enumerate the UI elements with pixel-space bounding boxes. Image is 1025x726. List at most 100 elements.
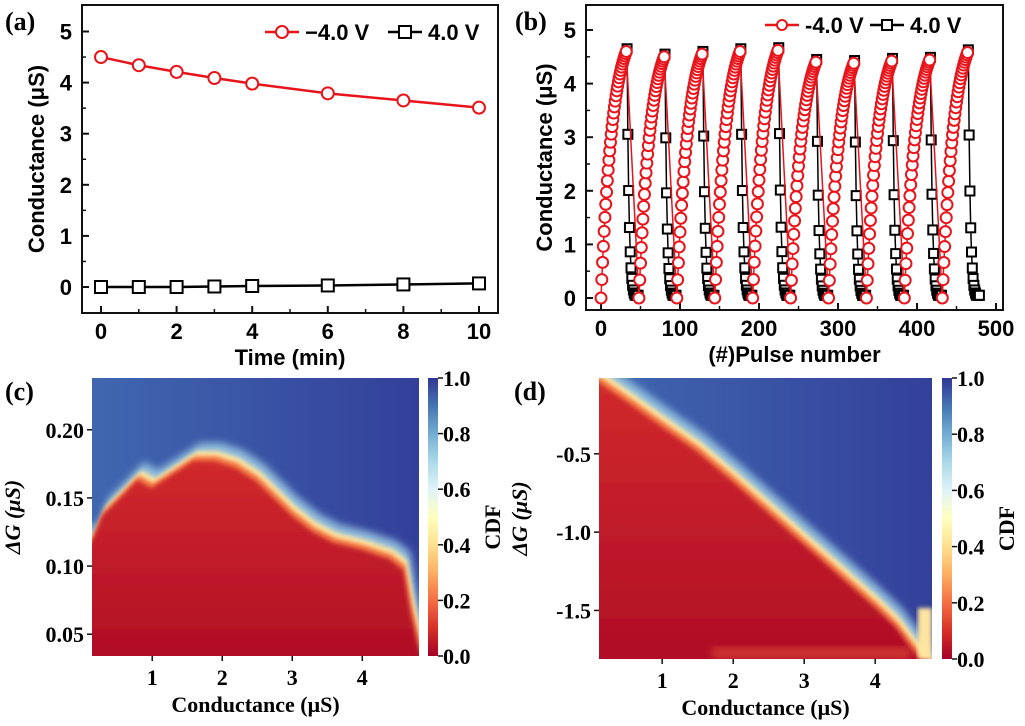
data-point-square (852, 248, 864, 260)
colorbar (942, 378, 952, 659)
data-point-square (925, 134, 937, 146)
data-point-square (660, 132, 672, 144)
data-point-circle (787, 227, 801, 241)
x-tick-label: 200 (741, 316, 778, 341)
y-tick-label: 2 (60, 173, 72, 198)
data-point-square (813, 225, 825, 237)
data-point-circle (747, 255, 761, 269)
data-point-square (849, 136, 861, 148)
data-point-square (131, 280, 146, 294)
data-point-circle (169, 64, 184, 79)
data-point-circle (902, 201, 916, 215)
data-point-square (736, 128, 748, 140)
data-point-circle (635, 226, 649, 240)
data-point-circle (751, 185, 765, 199)
x-tick-label: 100 (662, 316, 699, 341)
data-point-circle (899, 257, 913, 271)
x-tick-label: 1 (147, 665, 158, 690)
data-point-circle (752, 173, 766, 187)
heatmap-corner (917, 608, 932, 659)
y-tick-label: 1 (60, 224, 72, 249)
data-point-circle (595, 273, 609, 287)
data-point-circle (207, 71, 222, 86)
x-tick-label: 10 (467, 319, 491, 344)
data-point-square (698, 130, 710, 142)
data-point-circle (903, 189, 917, 203)
heatmap-area (92, 378, 419, 656)
panel-a-retention-plot: (a) 0 1 2 3 4 5 0 2 4 6 8 10 Time (min) Conductance (μ… (5, 4, 499, 370)
legend-label: -4.0 V (805, 13, 864, 38)
data-point-square (699, 222, 711, 234)
depression-line (967, 49, 980, 298)
legend-label: 4.0 V (428, 20, 480, 45)
data-point-circle (859, 291, 873, 305)
colorbar-tick-label: 0.0 (957, 647, 985, 672)
data-point-circle (634, 256, 647, 270)
data-point-square (965, 222, 977, 234)
heatmap-bottom-band (711, 647, 911, 659)
x-tick-label: 2 (728, 668, 739, 693)
data-point-square (928, 247, 940, 259)
data-point-circle (785, 257, 799, 271)
x-axis-label: Time (min) (235, 345, 346, 370)
data-point-circle (712, 210, 726, 224)
data-point-circle (940, 198, 954, 212)
data-point-square (927, 224, 939, 236)
data-point-circle (396, 93, 411, 108)
data-point-circle (675, 186, 689, 200)
data-point-circle (935, 291, 949, 305)
legend-marker-square (881, 19, 893, 31)
data-point-circle (733, 44, 747, 58)
panel-d-depression-heatmap: 1 2 3 4 -0.5 -1.0 -1.5 Conductance (μS) ΔG (μS) (… (507, 366, 1019, 720)
data-point-square (623, 185, 635, 197)
data-point-circle (771, 43, 785, 57)
data-point-circle (599, 197, 613, 211)
panel-label: (a) (5, 7, 35, 36)
data-point-circle (942, 174, 956, 188)
data-point-circle (748, 239, 762, 253)
y-tick-label: -1.5 (556, 598, 591, 623)
data-point-circle (784, 273, 798, 287)
data-point-circle (923, 53, 937, 67)
data-point-circle (750, 210, 764, 224)
x-tick-label: 500 (978, 316, 1015, 341)
data-point-circle (860, 273, 874, 287)
x-axis-label: Conductance (μS) (171, 692, 339, 717)
legend-marker-circle (275, 25, 289, 39)
data-point-square (973, 289, 985, 301)
data-point-circle (598, 210, 612, 224)
data-point-square (701, 262, 713, 274)
data-point-circle (131, 58, 146, 73)
heatmap-area (599, 378, 932, 659)
heatmap-low-cdf-region (599, 382, 926, 659)
colorbar-tick-label: 0.0 (443, 644, 471, 669)
colorbar-label: CDF (994, 506, 1019, 551)
y-tick-label: 3 (564, 125, 576, 150)
data-point-circle (788, 214, 802, 228)
data-point-circle (596, 255, 610, 269)
data-point-circle (638, 176, 652, 190)
panel-c-potentiation-heatmap: 1 2 3 4 0.05 0.10 0.15 0.20 Conductance (μS) ΔG (… (0, 366, 505, 717)
data-point-square (774, 128, 786, 140)
panel-b-pulse-plot: (b) 0 1 2 3 4 5 0 100 200 300 400 500 (#)Pulse number… (515, 4, 1015, 367)
data-point-circle (901, 227, 915, 241)
data-point-circle (596, 239, 610, 253)
y-tick-label: 0 (60, 275, 72, 300)
colorbar-tick-label: 1.0 (443, 366, 471, 391)
data-point-circle (822, 291, 836, 305)
data-point-square (700, 246, 712, 258)
data-point-circle (861, 257, 875, 271)
data-point-circle (676, 175, 690, 189)
y-tick-label: 5 (564, 18, 576, 43)
data-point-square (663, 262, 675, 274)
legend-marker-circle (776, 19, 788, 31)
data-point-circle (714, 174, 728, 188)
data-point-circle (709, 273, 723, 287)
data-point-circle (637, 187, 651, 201)
data-point-square (738, 246, 750, 258)
data-point-circle (672, 240, 686, 254)
data-point-circle (671, 256, 685, 270)
x-tick-label: 3 (799, 668, 810, 693)
data-point-circle (824, 242, 838, 256)
data-point-square (623, 222, 635, 234)
